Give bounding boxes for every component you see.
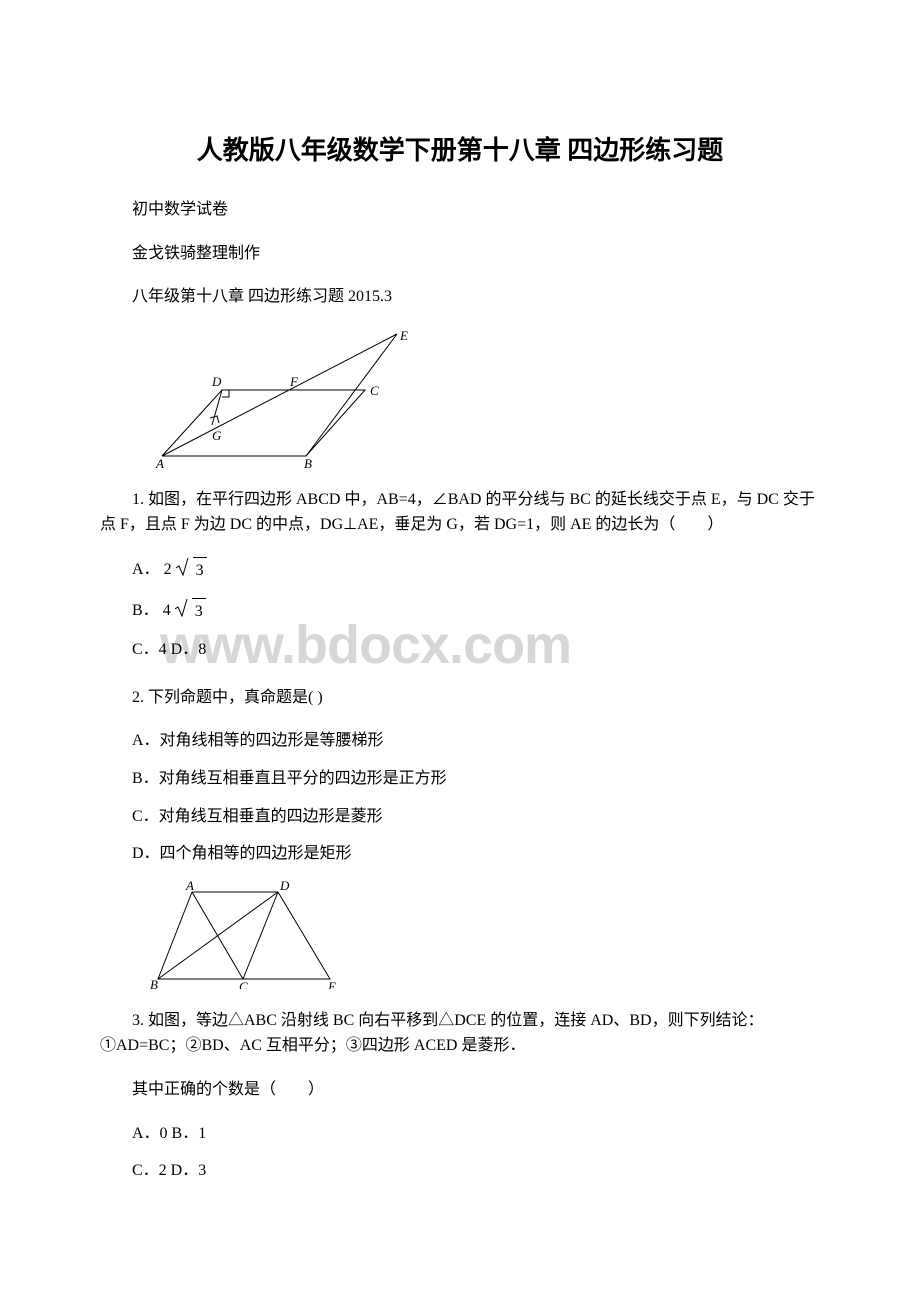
svg-text:C: C xyxy=(239,979,248,989)
q3-figure: A B C D E xyxy=(150,879,820,994)
q3-follow: 其中正确的个数是（ ） xyxy=(100,1077,820,1103)
q1-opt-cd-text: C．4 D．8 xyxy=(132,637,206,663)
q1-option-cd: C．4 D．8 xyxy=(100,637,820,663)
q1-opt-b-rad: 3 xyxy=(192,598,206,625)
svg-text:D: D xyxy=(211,374,222,389)
q1-option-a: A． 2 3 xyxy=(100,556,820,585)
q1-stem: 1. 如图，在平行四边形 ABCD 中，AB=4，∠BAD 的平分线与 BC 的… xyxy=(100,487,820,538)
svg-text:F: F xyxy=(289,374,299,389)
q2-stem: 2. 下列命题中，真命题是( ) xyxy=(100,685,820,711)
q3-option-cd: C．2 D．3 xyxy=(100,1158,820,1184)
svg-text:E: E xyxy=(399,328,408,343)
svg-text:A: A xyxy=(155,456,164,468)
q2-option-c: C．对角线互相垂直的四边形是菱形 xyxy=(100,804,820,830)
q3-stem: 3. 如图，等边△ABC 沿射线 BC 向右平移到△DCE 的位置，连接 AD、… xyxy=(100,1008,820,1059)
intro-line-2: 金戈铁骑整理制作 xyxy=(100,241,820,267)
svg-text:B: B xyxy=(150,977,158,989)
svg-text:D: D xyxy=(279,879,290,893)
sqrt-icon xyxy=(176,556,189,585)
q2-option-a: A．对角线相等的四边形是等腰梯形 xyxy=(100,728,820,754)
q1-opt-a-rad: 3 xyxy=(193,557,207,584)
q1-opt-a-coef: 2 xyxy=(164,557,172,583)
page-title: 人教版八年级数学下册第十八章 四边形练习题 xyxy=(100,130,820,167)
intro-line-3: 八年级第十八章 四边形练习题 2015.3 xyxy=(100,284,820,310)
svg-text:A: A xyxy=(185,879,194,893)
q3-option-ab: A．0 B．1 xyxy=(100,1121,820,1147)
intro-line-1: 初中数学试卷 xyxy=(100,197,820,223)
svg-text:E: E xyxy=(327,979,336,989)
sqrt-icon xyxy=(175,597,188,626)
q1-opt-b-coef: 4 xyxy=(163,598,171,624)
q1-figure: A B C D E F G xyxy=(150,328,820,473)
svg-text:B: B xyxy=(304,456,312,468)
q1-option-b: B． 4 3 xyxy=(100,597,820,626)
svg-text:C: C xyxy=(370,383,379,398)
svg-text:G: G xyxy=(212,428,222,443)
q1-opt-b-label: B． xyxy=(132,598,159,624)
q2-option-d: D．四个角相等的四边形是矩形 xyxy=(100,841,820,867)
q1-opt-a-label: A． xyxy=(132,557,160,583)
q2-option-b: B．对角线互相垂直且平分的四边形是正方形 xyxy=(100,766,820,792)
